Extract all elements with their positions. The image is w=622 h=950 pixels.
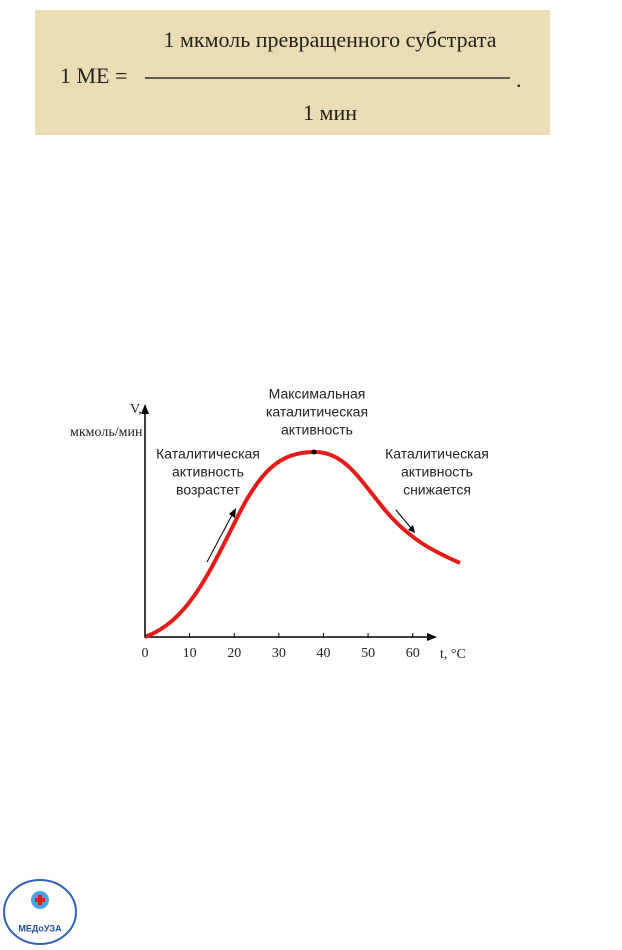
x-tick-label: 20 [227,646,241,661]
annotation: каталитическая [266,404,368,420]
x-tick-label: 30 [272,646,286,661]
logo-frame [3,879,77,945]
arrow [206,514,233,563]
y-label: мкмоль/мин [70,425,143,440]
annotation: активность [281,422,353,438]
annotation: снижается [403,482,471,498]
y-arrow [141,404,149,414]
x-tick-label: 0 [142,646,149,661]
formula-lhs: 1 МЕ = [60,63,127,88]
x-tick-label: 10 [183,646,197,661]
annotation: Каталитическая [156,446,260,462]
x-tick-label: 60 [406,646,420,661]
x-arrow [427,633,437,641]
formula-end: . [516,67,522,92]
x-tick-label: 50 [361,646,375,661]
peak-dot [311,449,317,455]
arrow-head [229,508,236,518]
logo: МЕДоУЗА [3,879,77,945]
arrow [395,509,412,529]
annotation: Максимальная [269,386,366,402]
denominator: 1 мин [303,100,357,125]
annotation: Каталитическая [385,446,489,462]
x-tick-label: 40 [316,646,330,661]
curve [144,449,461,639]
formula-box [35,10,550,135]
logo-text: МЕДоУЗА [18,923,62,933]
arrow-head [408,525,415,533]
y-label: V, [130,402,142,417]
chart: V, мкмоль/мин t, °C 0 10 20 30 40 50 60 Максима… [70,386,489,663]
annotation: активность [401,464,473,480]
x-label: t, °C [440,647,466,662]
logo-cross [35,898,45,902]
annotation: возрастет [176,482,240,498]
numerator: 1 мкмоль превращенного субстрата [163,27,496,52]
annotation: активность [172,464,244,480]
